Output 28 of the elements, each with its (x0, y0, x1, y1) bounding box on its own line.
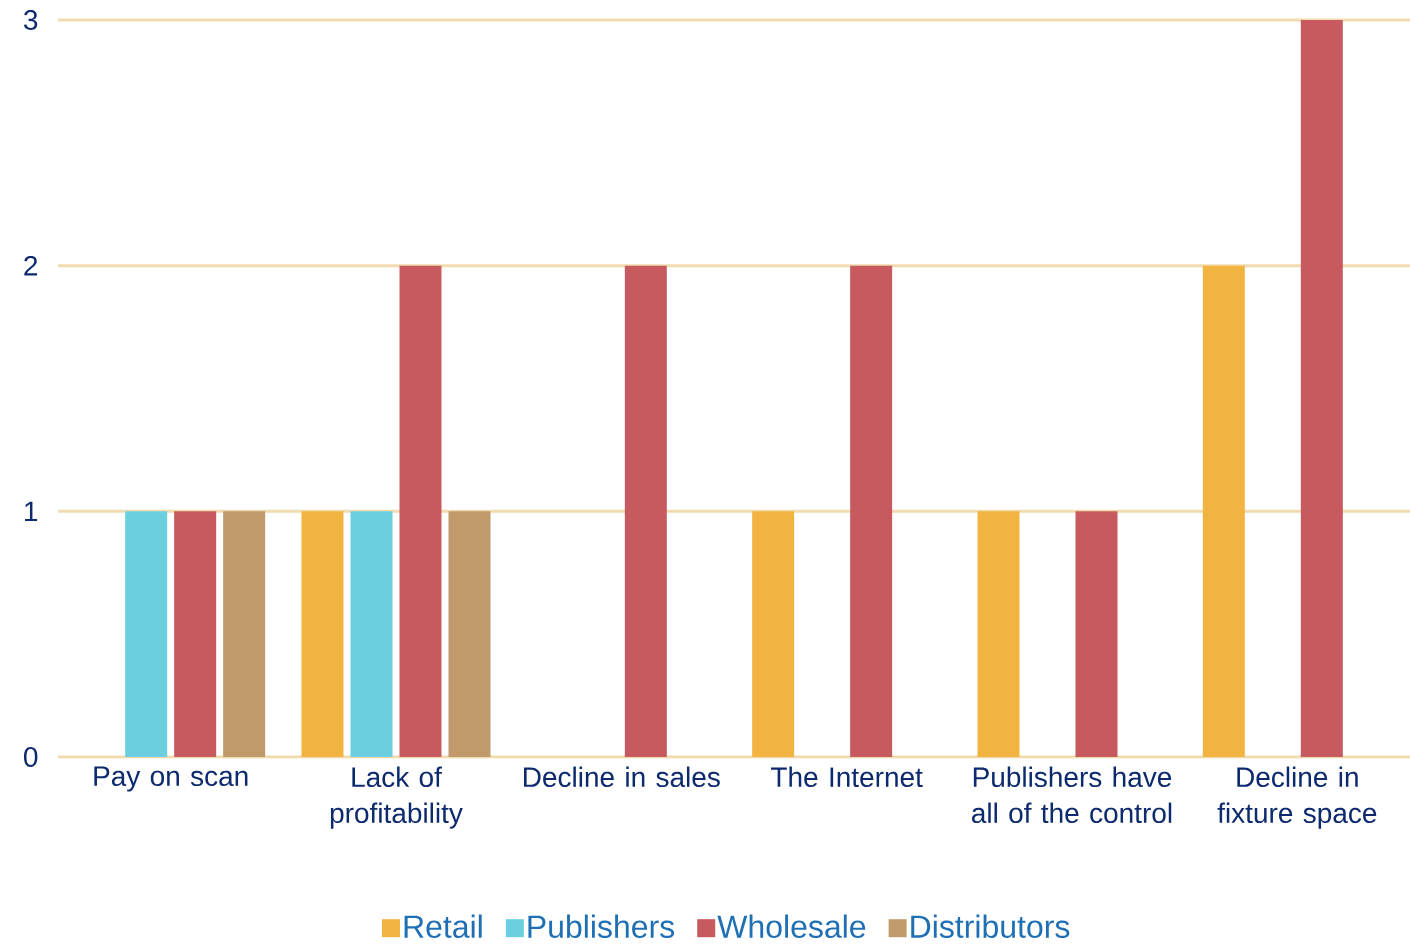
bar (624, 265, 667, 757)
y-tick-label: 0 (24, 747, 38, 767)
y-tick-label: 3 (23, 10, 38, 30)
x-tick-label: Decline in sales (524, 766, 720, 788)
legend-label: Wholesale (717, 914, 866, 938)
bar (1075, 511, 1118, 757)
x-tick-label: Decline in fixture space (1217, 766, 1377, 829)
bar (977, 511, 1020, 757)
x-tick-label: Pay on scan (94, 766, 248, 792)
bar (448, 511, 491, 757)
bar (301, 511, 344, 757)
legend-label: Retail (404, 914, 482, 938)
bar (174, 511, 217, 757)
bar (399, 265, 442, 757)
x-tick-label: Lack of profitability (330, 766, 463, 829)
x-tick-label: Publishers have all of the control (972, 766, 1172, 824)
bar (1202, 265, 1245, 757)
y-tick-label: 1 (25, 501, 38, 521)
bar (223, 511, 266, 757)
legend-label: Distributors (911, 914, 1070, 938)
bar (125, 511, 168, 757)
bar (1300, 19, 1343, 757)
bar (752, 511, 795, 757)
bar (350, 511, 393, 757)
x-tick-label: The Internet (771, 766, 923, 788)
bar (850, 265, 893, 757)
y-tick-label: 2 (24, 255, 38, 276)
legend-label: Publishers (528, 914, 675, 938)
